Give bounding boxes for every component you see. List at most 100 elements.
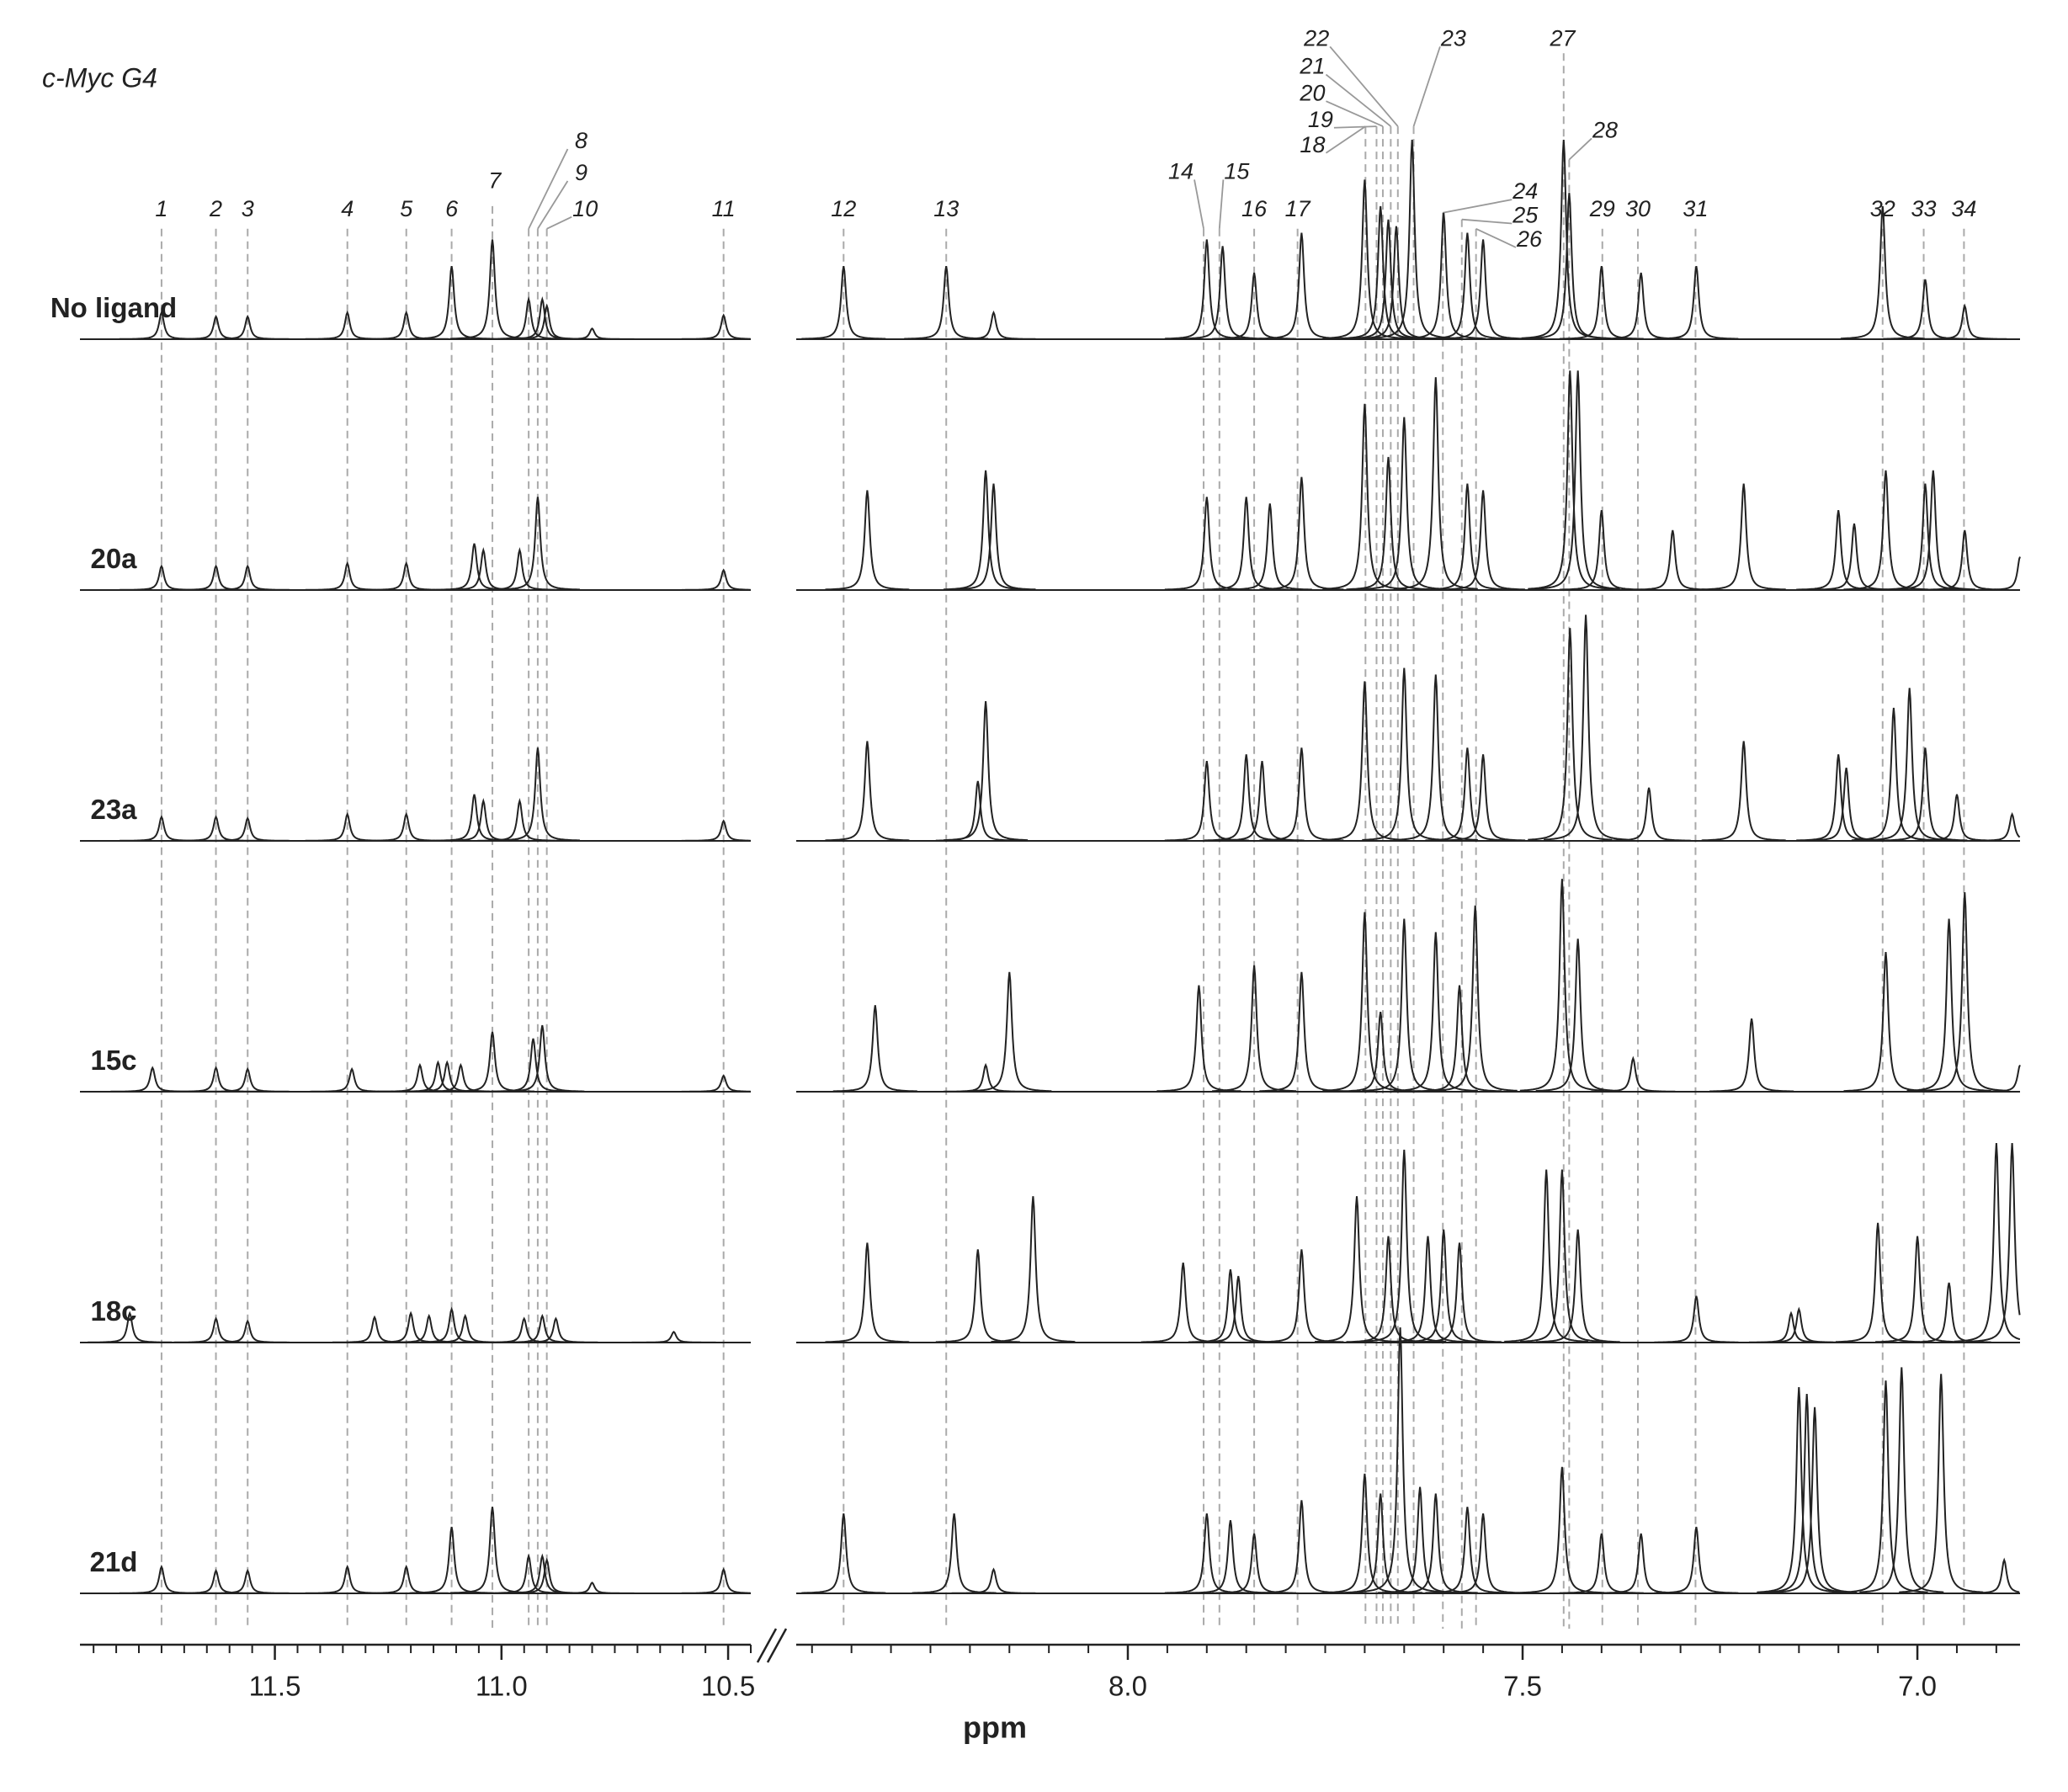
peak (1259, 1249, 1344, 1343)
axis-break (756, 1628, 788, 1663)
peak (1654, 265, 1739, 340)
peak (1212, 272, 1297, 340)
peak-label: 33 (1911, 196, 1937, 221)
peak (173, 1568, 258, 1594)
peak (1764, 1393, 1849, 1593)
peak (1528, 628, 1613, 841)
spectrum-name: No ligand (50, 292, 178, 323)
peak (1401, 212, 1486, 340)
peak (205, 564, 290, 591)
peak (364, 1564, 449, 1594)
break-mark (756, 1628, 778, 1663)
peak (832, 1005, 917, 1093)
peak (681, 313, 751, 340)
peak (1607, 787, 1692, 842)
peak (1441, 1513, 1526, 1594)
peak (1535, 1229, 1620, 1343)
peak (173, 564, 258, 591)
peak (1654, 1526, 1739, 1594)
peak (500, 296, 585, 340)
peak (173, 314, 258, 340)
peak (801, 265, 886, 340)
peak (500, 1313, 585, 1343)
peak (1757, 1306, 1842, 1343)
peak (1180, 246, 1265, 340)
peak (1535, 370, 1620, 590)
leader-line (546, 215, 572, 230)
peak-label: 34 (1951, 196, 1976, 221)
peak (1338, 1493, 1423, 1594)
peak (1559, 265, 1644, 340)
peak (513, 1316, 598, 1343)
peak (173, 1316, 258, 1343)
chart-title: c-Myc G4 (42, 62, 157, 93)
peak (1915, 794, 1999, 842)
peak (1322, 179, 1407, 339)
peak (495, 747, 580, 842)
leader-line (1329, 45, 1399, 127)
peak-label: 9 (575, 160, 587, 185)
peak (1843, 952, 1928, 1093)
peak (88, 1311, 173, 1343)
peak (681, 568, 751, 591)
peak-label: 4 (341, 196, 354, 221)
peak (631, 1331, 716, 1343)
peak (1978, 556, 2021, 591)
peak (1883, 747, 1968, 842)
peak (1338, 1012, 1423, 1093)
x-tick-label: 10.5 (701, 1671, 755, 1702)
peak (944, 1062, 1029, 1093)
peak (364, 310, 449, 340)
peak (1140, 1263, 1225, 1343)
peak (432, 543, 517, 591)
peak (1701, 741, 1786, 842)
peak (1164, 1513, 1249, 1594)
peak (550, 327, 635, 340)
peak (1369, 139, 1454, 339)
peak (935, 1249, 1020, 1343)
peak (1346, 456, 1431, 591)
peak (1212, 965, 1297, 1093)
peak (1212, 1533, 1297, 1594)
peak (967, 971, 1052, 1093)
peak (1417, 1242, 1502, 1343)
peak-label: 11 (712, 196, 736, 221)
peak (1164, 239, 1249, 340)
peak (1875, 1236, 1960, 1343)
peak (1843, 1380, 1928, 1593)
leader-line (528, 148, 569, 230)
peak-label: 12 (831, 196, 856, 221)
peak (173, 1066, 258, 1093)
peak-label: 22 (1303, 26, 1329, 51)
peak-label: 10 (572, 196, 598, 221)
peak (409, 265, 494, 340)
peak-label: 19 (1308, 107, 1333, 132)
spectrum-name: 23a (90, 794, 137, 825)
peak (1701, 483, 1786, 591)
peak (1519, 1466, 1604, 1594)
peak (1528, 370, 1613, 590)
peak-label: 31 (1683, 196, 1708, 221)
peak-label: 23 (1440, 26, 1466, 51)
x-axis-label: ppm (963, 1710, 1027, 1745)
peak-label: 15 (1224, 159, 1250, 184)
peak (1441, 239, 1526, 340)
spectrum-name: 15c (90, 1045, 137, 1076)
peak-label: 7 (488, 168, 502, 194)
leader-line (1325, 125, 1366, 154)
peak (1591, 1056, 1676, 1093)
peak (991, 1196, 1076, 1343)
peak (1630, 529, 1715, 591)
peak (944, 470, 1029, 591)
peak (500, 1024, 585, 1093)
peak (1598, 272, 1683, 340)
spectrum-name: 21d (89, 1546, 138, 1577)
peak (418, 1062, 503, 1093)
leader-line (1461, 218, 1512, 225)
peak (504, 1557, 589, 1594)
peak (1227, 503, 1312, 591)
peak (1393, 932, 1478, 1092)
peak (1883, 279, 1968, 340)
peak (1544, 614, 1629, 841)
